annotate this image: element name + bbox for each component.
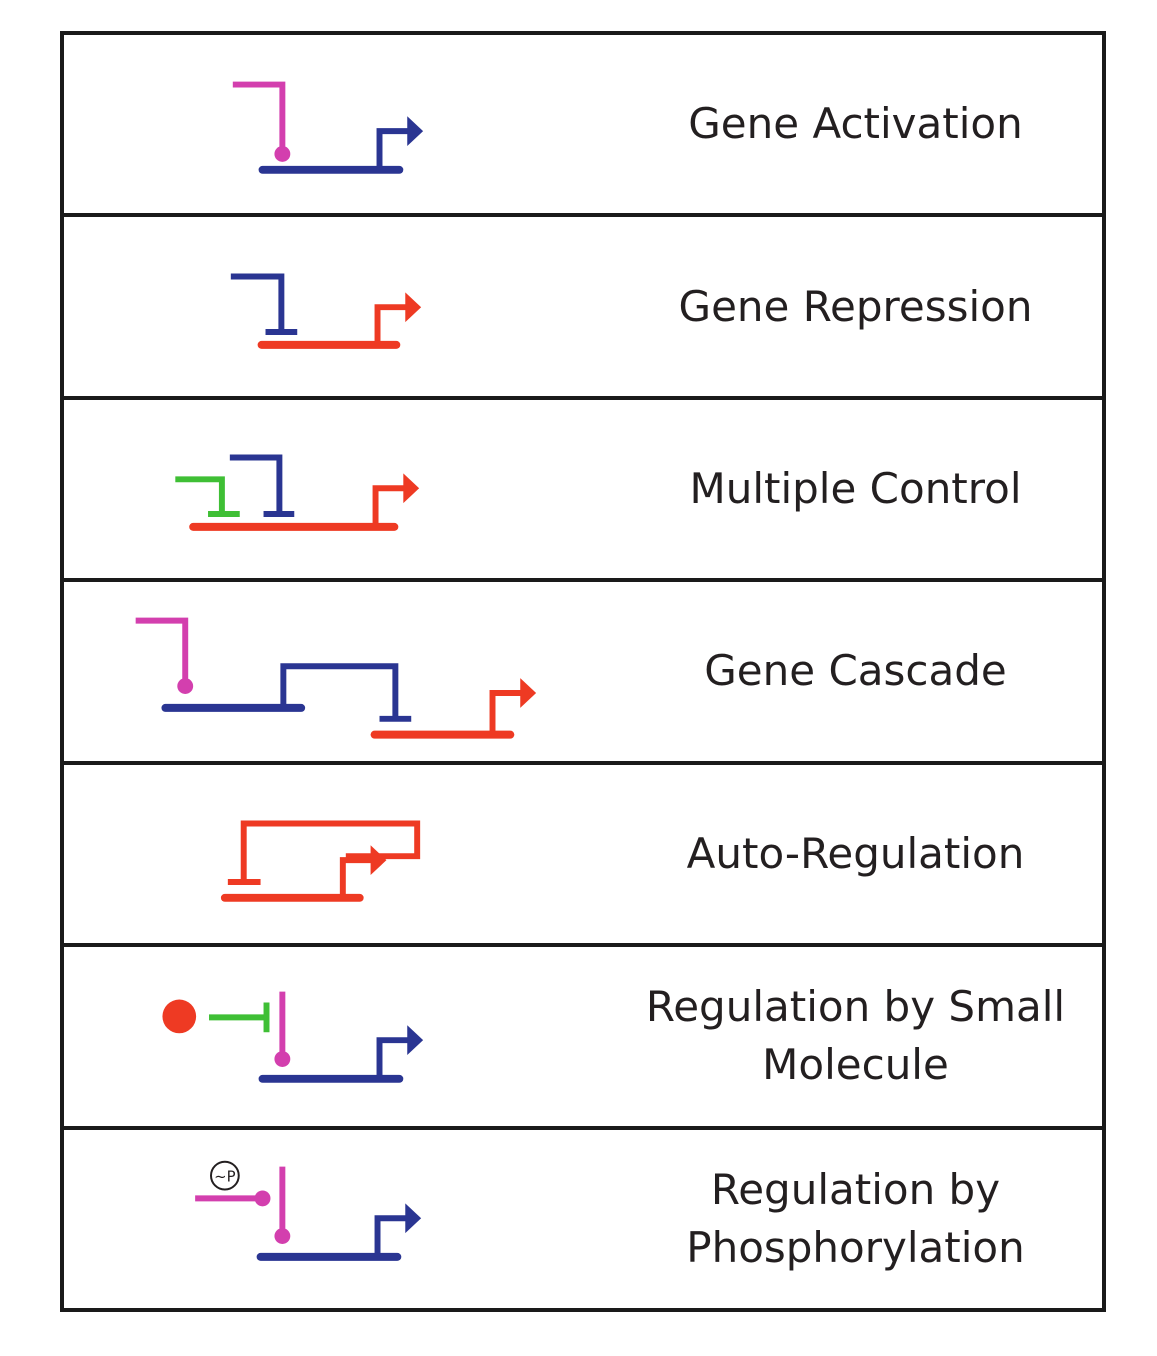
legend-row-phosphorylation: ~P Regulation by Phosphorylation (64, 1130, 1102, 1308)
promoter-arrow-stem (376, 128, 410, 170)
promoter-arrow-stem (374, 304, 408, 346)
repressor-protein-line (230, 273, 285, 332)
activator-binding-dot (274, 1051, 291, 1068)
row-label: Regulation by Small Molecule (645, 982, 1066, 1090)
cascade-link-line (280, 663, 399, 719)
legend-row-small-molecule: Regulation by Small Molecule (64, 947, 1102, 1130)
activator-binding-dot (274, 1227, 291, 1244)
promoter-arrow-head (520, 678, 537, 709)
row-label: Gene Cascade (704, 646, 1007, 696)
kinase-binding-dot (254, 1189, 271, 1206)
gene-repression-glyph (230, 273, 422, 350)
promoter-arrow-stem (372, 485, 406, 527)
gene-activation-glyph (232, 81, 424, 174)
promoter-arrow-head (407, 1025, 424, 1056)
row-label: Multiple Control (689, 464, 1022, 514)
activator-binding-dot (274, 146, 291, 162)
green-repressor-line (175, 476, 225, 514)
gene-cascade-glyph (135, 617, 537, 739)
row-label: Regulation by Phosphorylation (686, 1164, 1025, 1272)
small-molecule-dot (162, 999, 197, 1034)
phosphorylation-regulation-glyph: ~P (195, 1160, 422, 1261)
promoter-arrow-stem (374, 1214, 408, 1257)
promoter-arrow-stem (489, 690, 523, 735)
row-label: Gene Repression (678, 281, 1033, 331)
activator-binding-dot (177, 678, 194, 695)
small-molecule-regulation-glyph (162, 991, 424, 1083)
row-label: Auto-Regulation (686, 828, 1025, 878)
phosphate-group-icon (210, 1160, 240, 1190)
legend-row-gene-repression: Gene Repression (64, 217, 1102, 400)
multiple-control-glyph (175, 454, 420, 531)
promoter-arrow-head (405, 1202, 422, 1233)
phosphate-label: ~P (214, 1167, 235, 1185)
auto-regulation-glyph (220, 820, 421, 902)
promoter-arrow-head (370, 844, 387, 875)
activator-protein-line (232, 81, 286, 154)
legend-row-multiple-control: Multiple Control (64, 400, 1102, 583)
regulation-legend-table: Gene Activation Gene Repression Multiple… (60, 31, 1106, 1312)
promoter-arrow-stem (376, 1037, 410, 1079)
blue-repressor-line (229, 454, 283, 514)
legend-row-auto-regulation: Auto-Regulation (64, 765, 1102, 948)
promoter-arrow-stem (339, 856, 373, 898)
legend-row-gene-cascade: Gene Cascade (64, 582, 1102, 765)
promoter-arrow-head (403, 473, 420, 503)
promoter-arrow-head (407, 116, 424, 147)
activator-protein-line (135, 617, 189, 687)
legend-row-gene-activation: Gene Activation (64, 35, 1102, 218)
feedback-loop-line (240, 820, 421, 881)
promoter-arrow-head (405, 292, 422, 323)
row-label: Gene Activation (688, 99, 1023, 149)
